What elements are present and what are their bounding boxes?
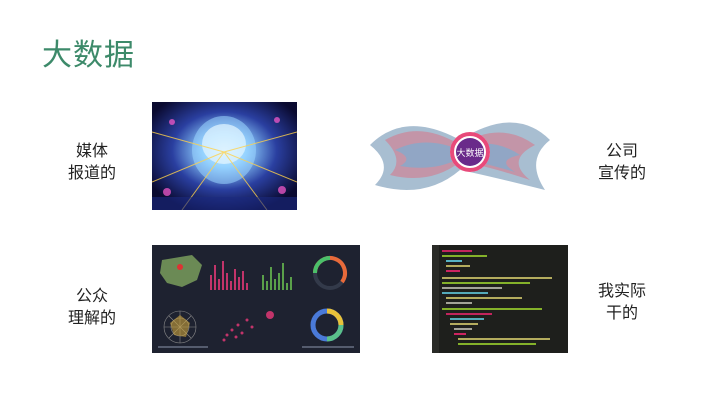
slide-title: 大数据 bbox=[42, 38, 135, 73]
big-data-word-cloud-image: 大数据 bbox=[365, 100, 552, 210]
label-media-reported: 媒体 报道的 bbox=[52, 140, 132, 184]
label-actually-do: 我实际 干的 bbox=[582, 280, 662, 324]
label-line: 宣传的 bbox=[597, 163, 646, 182]
label-public-understood: 公众 理解的 bbox=[52, 285, 132, 329]
dashboard-charts-image bbox=[152, 245, 360, 353]
ai-brain-head-image bbox=[152, 102, 297, 210]
code-editor-image bbox=[432, 245, 568, 353]
label-line: 公众 bbox=[75, 286, 108, 305]
label-line: 干的 bbox=[605, 303, 638, 322]
label-line: 我实际 bbox=[597, 281, 646, 300]
label-line: 理解的 bbox=[67, 308, 116, 327]
label-line: 报道的 bbox=[67, 163, 116, 182]
label-line: 公司 bbox=[605, 141, 638, 160]
label-company-promoted: 公司 宣传的 bbox=[582, 140, 662, 184]
wordcloud-badge-text: 大数据 bbox=[456, 147, 483, 159]
label-line: 媒体 bbox=[75, 141, 108, 160]
